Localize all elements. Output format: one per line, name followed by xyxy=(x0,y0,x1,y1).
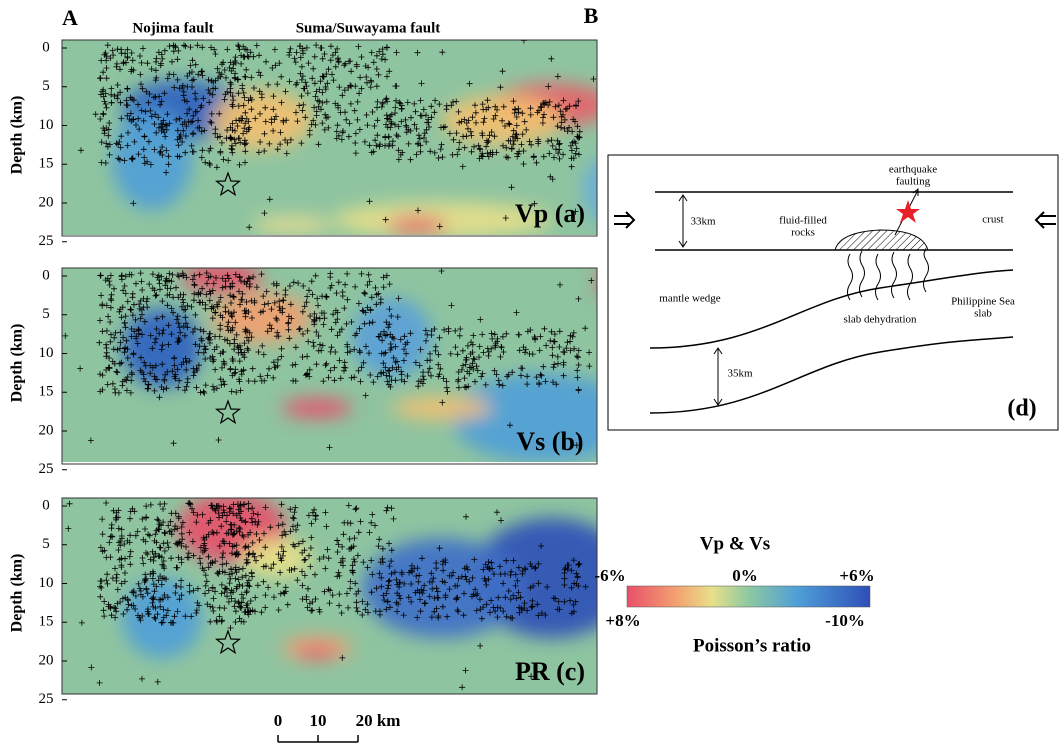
mainshock-star xyxy=(214,399,242,425)
anomaly xyxy=(122,578,202,658)
mainshock-star xyxy=(214,629,242,655)
panel-frame xyxy=(61,497,598,695)
panel-frame xyxy=(61,39,598,237)
anomaly xyxy=(282,398,352,418)
panel-label: Vp (a) xyxy=(515,199,585,228)
depth-tick-label: 15 xyxy=(39,614,54,630)
depth-tick-label: 25 xyxy=(39,233,54,249)
depth-tick-label: 5 xyxy=(42,536,50,552)
thickness-arrow xyxy=(713,347,723,406)
depth-tick-label: 20 xyxy=(39,652,54,668)
diagram-label: slab dehydration xyxy=(843,314,917,326)
scale-label: 20 km xyxy=(356,711,401,730)
axis-title: Depth (km) xyxy=(9,554,26,633)
thickness-arrow xyxy=(678,194,688,248)
depth-tick-label: 10 xyxy=(39,345,54,361)
panel-label: PR (c) xyxy=(515,657,585,686)
fault-label: Nojima fault xyxy=(132,20,213,36)
anomaly xyxy=(212,293,312,343)
schematic xyxy=(607,154,1059,431)
axis-title: Depth (km) xyxy=(9,324,26,403)
diagram-label: earthquake faulting xyxy=(889,163,937,187)
colorbar-label: -6% xyxy=(594,566,625,585)
anomaly xyxy=(212,90,312,150)
colorbar-label: 0% xyxy=(732,566,758,585)
panel-frame xyxy=(61,267,598,465)
compression-arrow xyxy=(1034,211,1056,229)
depth-tick-label: 5 xyxy=(42,306,50,322)
depth-tick-label: 20 xyxy=(39,422,54,438)
depth-tick-label: 10 xyxy=(39,575,54,591)
fluid-arrows xyxy=(847,249,929,301)
depth-tick-label: 5 xyxy=(42,78,50,94)
depth-tick-label: 10 xyxy=(39,117,54,133)
scale-label: 0 xyxy=(274,711,283,730)
colorbar-label: +8% xyxy=(605,611,640,630)
fluid-lens xyxy=(834,229,929,251)
diagram-label: 35km xyxy=(727,368,753,380)
compression-arrow xyxy=(614,211,636,229)
slab-bottom xyxy=(649,336,1014,414)
part-label: B xyxy=(584,3,599,28)
depth-tick-label: 25 xyxy=(39,461,54,477)
depth-tick-label: 20 xyxy=(39,194,54,210)
colorbar xyxy=(626,585,871,608)
anomaly xyxy=(622,503,652,553)
depth-tick-label: 0 xyxy=(42,497,50,513)
anomaly xyxy=(597,268,637,298)
mainshock-star xyxy=(214,171,242,197)
anomaly xyxy=(387,217,447,233)
depth-tick-label: 0 xyxy=(42,39,50,55)
depth-tick-label: 0 xyxy=(42,267,50,283)
diagram-label: mantle wedge xyxy=(659,293,721,305)
seismicity xyxy=(62,268,595,451)
diagram-label: Philippine Sea slab xyxy=(951,295,1015,319)
tomography-panel xyxy=(62,40,597,235)
scale-label: 10 xyxy=(310,711,327,730)
axis-title: Depth (km) xyxy=(9,96,26,175)
fault-label: Suma/Suwayama fault xyxy=(296,20,441,36)
diagram-label: fluid-filled rocks xyxy=(779,214,827,238)
diagram-frame xyxy=(607,154,1059,431)
depth-tick-label: 15 xyxy=(39,384,54,400)
tomography-panel xyxy=(62,268,637,462)
seismicity xyxy=(65,500,589,691)
diagram-label: crust xyxy=(982,214,1003,226)
anomaly xyxy=(582,158,597,222)
colorbar-label: -10% xyxy=(825,611,865,630)
tomography-panel xyxy=(62,498,652,694)
colorbar-title: Poisson’s ratio xyxy=(693,635,811,656)
hypocenter-star xyxy=(896,200,920,223)
colorbar-title: Vp & Vs xyxy=(700,533,770,554)
anomaly xyxy=(252,217,332,233)
scale-bar xyxy=(277,735,359,743)
anomaly xyxy=(112,110,192,210)
anomaly xyxy=(452,373,597,462)
seismicity xyxy=(78,40,597,231)
colorbar-label: +6% xyxy=(839,566,874,585)
panel-label: Vs (b) xyxy=(516,427,583,456)
depth-tick-label: 25 xyxy=(39,691,54,707)
anomaly xyxy=(332,202,552,235)
panel-label: (d) xyxy=(1007,396,1036,422)
anomaly xyxy=(362,538,522,638)
part-label: A xyxy=(62,5,78,30)
slab-top xyxy=(649,269,1014,349)
depth-tick-label: 15 xyxy=(39,156,54,172)
anomaly xyxy=(297,647,337,659)
anomaly xyxy=(392,396,492,420)
diagram-label: 33km xyxy=(690,216,716,228)
